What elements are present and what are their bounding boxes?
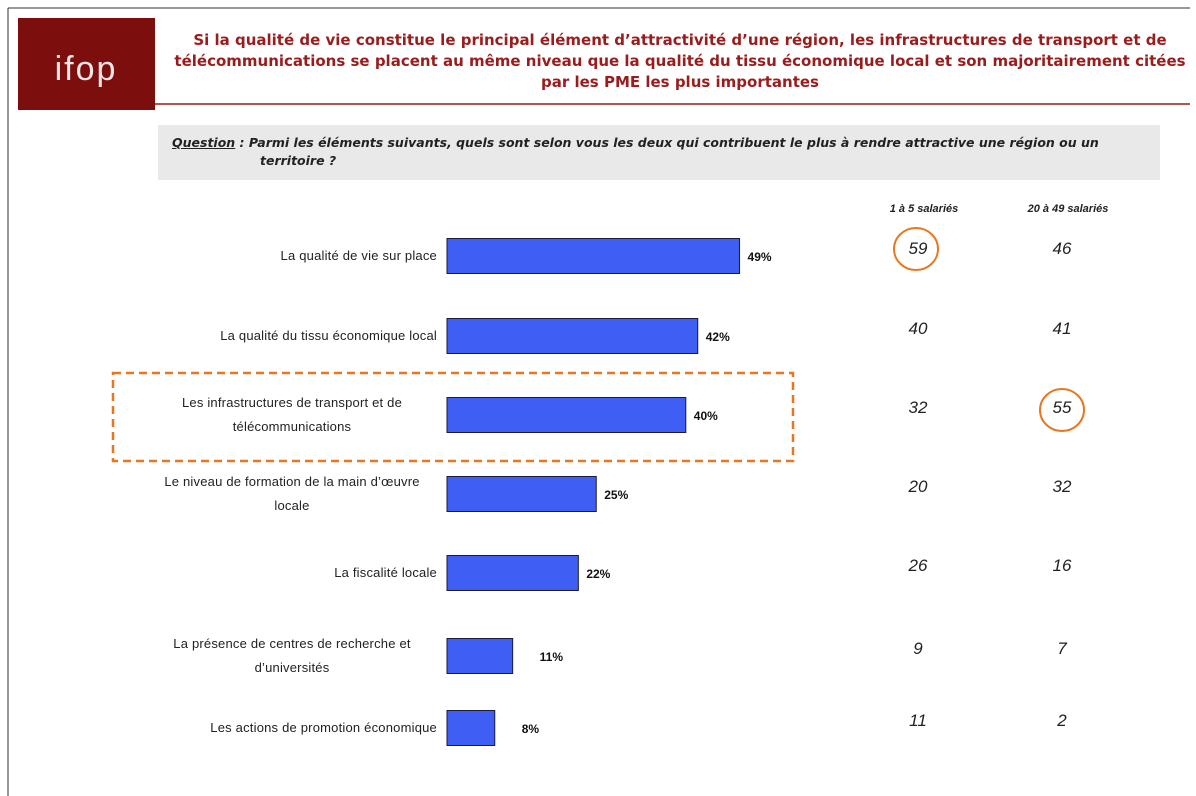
category-label-box: La présence de centres de recherche et d…: [107, 626, 437, 686]
column-value: 32: [1053, 477, 1072, 496]
category-label: La présence de centres de recherche et d…: [173, 636, 411, 675]
value-label: 42%: [706, 330, 730, 344]
question-text: : Parmi les éléments suivants, quels son…: [235, 135, 1099, 168]
question-label: Question: [172, 135, 236, 150]
category-label-box: La fiscalité locale: [107, 543, 437, 603]
value-label: 22%: [586, 567, 610, 581]
column-value: 46: [1053, 239, 1072, 258]
category-label: Les infrastructures de transport et de t…: [181, 395, 403, 434]
category-label-box: La qualité du tissu économique local: [107, 306, 437, 366]
bar: [446, 238, 741, 274]
highlight-circle: [1039, 388, 1085, 432]
bar: [446, 476, 597, 512]
category-label-box: Le niveau de formation de la main d’œuvr…: [107, 464, 437, 524]
category-label-box: Les actions de promotion économique: [107, 698, 437, 758]
bar: [446, 397, 687, 433]
column-value: 20: [908, 477, 928, 496]
value-label: 40%: [694, 409, 718, 423]
category-label-box: La qualité de vie sur place: [107, 226, 437, 286]
column-value: 32: [909, 398, 928, 417]
title: Si la qualité de vie constitue le princi…: [174, 31, 1186, 91]
column-value: 2: [1056, 711, 1067, 730]
bar: [446, 318, 699, 354]
category-label: La fiscalité locale: [334, 565, 437, 580]
column-header: 20 à 49 salariés: [1027, 203, 1109, 215]
column-value: 26: [908, 556, 928, 575]
column-value: 16: [1053, 556, 1072, 575]
column-value: 11: [909, 711, 927, 730]
value-label: 49%: [748, 250, 772, 264]
highlight-circle: [893, 227, 939, 271]
column-header: 1 à 5 salariés: [890, 203, 959, 215]
logo: ifop: [55, 50, 118, 88]
column-value: 55: [1053, 398, 1072, 417]
column-value: 7: [1057, 639, 1067, 658]
bar: [446, 638, 514, 674]
question-box: [158, 125, 1160, 180]
logo-box: [18, 18, 155, 110]
bar: [446, 555, 579, 591]
column-value: 40: [909, 319, 928, 338]
category-label: La qualité du tissu économique local: [220, 328, 437, 343]
value-label: 8%: [522, 722, 540, 736]
value-label: 25%: [604, 488, 628, 502]
category-label: Les actions de promotion économique: [210, 720, 437, 735]
value-label: 11%: [540, 650, 564, 664]
question: Question : Parmi les éléments suivants, …: [172, 134, 1152, 170]
highlight-box: [111, 371, 795, 463]
column-value: 41: [1053, 319, 1072, 338]
category-label: Le niveau de formation de la main d’œuvr…: [164, 474, 420, 513]
bar: [446, 710, 496, 746]
category-label-box: Les infrastructures de transport et de t…: [107, 385, 437, 445]
column-value: 9: [913, 639, 923, 658]
category-label: La qualité de vie sur place: [280, 248, 437, 263]
column-value: 59: [909, 239, 928, 258]
